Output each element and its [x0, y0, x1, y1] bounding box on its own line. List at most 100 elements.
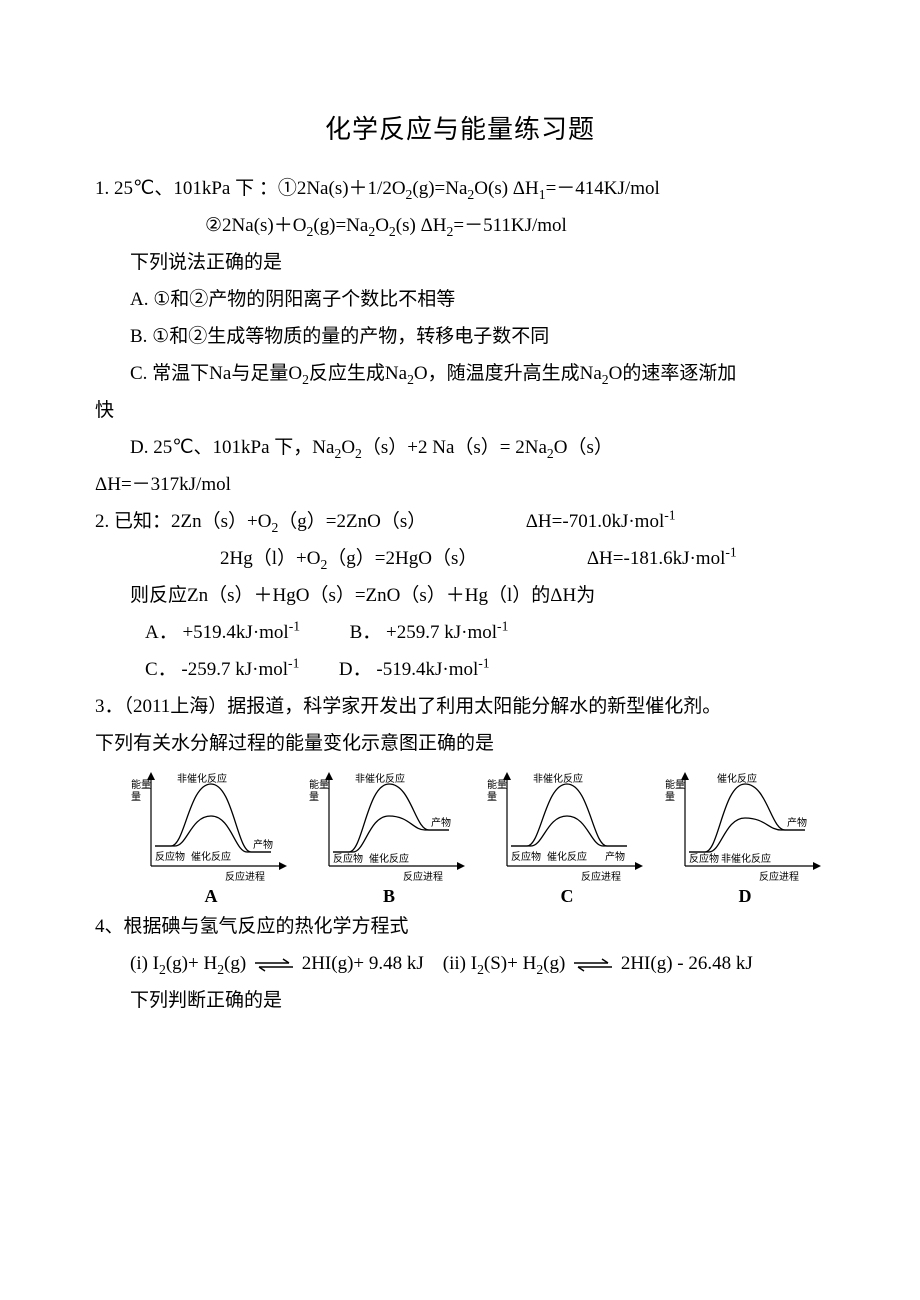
diagram-label-b: B — [383, 886, 395, 908]
t: （g）=2ZnO（s） — [278, 511, 426, 532]
sub: 2 — [355, 446, 362, 461]
q1-l2a: ②2Na(s)＋O — [205, 215, 306, 236]
sup: -1 — [288, 656, 299, 671]
t: 2Hg（l）+O — [220, 548, 320, 569]
axis-x-label: 反应进程 — [225, 870, 265, 883]
lbl-prod: 产物 — [253, 838, 273, 851]
t: 2. 已知：2Zn（s）+O — [95, 511, 271, 532]
q2-c: C． -259.7 kJ·mol — [145, 659, 288, 680]
svg-text:量: 量 — [309, 791, 319, 803]
diagram-b: 能量 量 反应进程 非催化反应 反应物 催化反应 产物 B — [303, 766, 475, 908]
q3-diagrams: 能量 量 反应进程 非催化反应 反应物 催化反应 产物 A 能量 — [125, 766, 825, 908]
svg-text:量: 量 — [131, 791, 141, 803]
q1-opt-d-tail: ΔH=－317kJ/mol — [95, 466, 825, 503]
svg-text:催化反应: 催化反应 — [547, 850, 587, 863]
q2-ask: 则反应Zn（s）＋HgO（s）=ZnO（s）＋Hg（l）的ΔH为 — [130, 577, 825, 614]
q1-stem-a: 1. 25℃、101kPa 下 ：①2Na(s)＋1/2O — [95, 178, 406, 199]
sub: 2 — [477, 962, 484, 977]
svg-text:反应物: 反应物 — [689, 852, 719, 865]
q1-l2d: (s) ΔH — [396, 215, 447, 236]
svg-text:非催化反应: 非催化反应 — [355, 772, 405, 785]
sub: 2 — [302, 372, 309, 387]
t: （s）+2 Na（s）= 2Na — [362, 437, 547, 458]
q1-line1: 1. 25℃、101kPa 下 ：①2Na(s)＋1/2O2(g)=Na2O(s… — [95, 170, 825, 207]
svg-text:产物: 产物 — [605, 850, 625, 863]
diagram-label-a: A — [205, 886, 218, 908]
t: (g)+ H — [166, 953, 217, 974]
t: (g) — [224, 953, 246, 974]
equilibrium-arrow-icon — [572, 958, 614, 972]
diagram-label-d: D — [739, 886, 752, 908]
svg-text:非催化反应: 非催化反应 — [533, 772, 583, 785]
svg-text:反应进程: 反应进程 — [581, 870, 621, 883]
t: ΔH=-181.6kJ·mol — [587, 548, 726, 569]
svg-text:能量: 能量 — [487, 778, 507, 791]
sup: -1 — [289, 619, 300, 634]
svg-text:产物: 产物 — [431, 816, 451, 829]
q2-line1: 2. 已知：2Zn（s）+O2（g）=2ZnO（s） ΔH=-701.0kJ·m… — [95, 503, 825, 540]
q2-d: D． -519.4kJ·mol — [339, 659, 478, 680]
q3-stem1: 3．（2011上海）据报道，科学家开发出了利用太阳能分解水的新型催化剂。 — [95, 688, 825, 725]
page-title: 化学反应与能量练习题 — [95, 105, 825, 156]
t: O（s） — [554, 437, 613, 458]
page: 化学反应与能量练习题 1. 25℃、101kPa 下 ：①2Na(s)＋1/2O… — [0, 0, 920, 1300]
sup: -1 — [478, 656, 489, 671]
t: ΔH=-701.0kJ·mol — [526, 511, 665, 532]
q1-l2e: =－511KJ/mol — [453, 215, 566, 236]
svg-text:反应进程: 反应进程 — [403, 870, 443, 883]
diagram-d: 能量 量 反应进程 催化反应 反应物 非催化反应 产物 D — [659, 766, 831, 908]
q2-opts-ab: A． +519.4kJ·mol-1 B． +259.7 kJ·mol-1 — [145, 614, 825, 651]
svg-text:反应物: 反应物 — [333, 852, 363, 865]
q1-prompt: 下列说法正确的是 — [130, 244, 825, 281]
q2-b: B． +259.7 kJ·mol — [350, 622, 497, 643]
diagram-label-c: C — [561, 886, 574, 908]
sup: -1 — [664, 508, 675, 523]
sub-1: 1 — [539, 186, 546, 201]
q2-line2: 2Hg（l）+O2（g）=2HgO（s） ΔH=-181.6kJ·mol-1 — [220, 540, 825, 577]
svg-text:能量: 能量 — [309, 778, 329, 791]
svg-text:量: 量 — [487, 791, 497, 803]
t: D. 25℃、101kPa 下，Na — [130, 437, 334, 458]
svg-text:催化反应: 催化反应 — [369, 852, 409, 865]
q1-opt-c-tail: 快 — [95, 392, 825, 429]
q2-a: A． +519.4kJ·mol — [145, 622, 289, 643]
q1-l2b: (g)=Na — [313, 215, 368, 236]
t: （g）=2HgO（s） — [327, 548, 477, 569]
svg-text:非催化反应: 非催化反应 — [721, 852, 771, 865]
lbl-noncat: 非催化反应 — [177, 772, 227, 785]
q1-opt-c: C. 常温下Na与足量O2反应生成Na2O，随温度升高生成Na2O的速率逐渐加 — [130, 355, 825, 392]
q1-stem-d: =－414KJ/mol — [546, 178, 660, 199]
q3-stem2: 下列有关水分解过程的能量变化示意图正确的是 — [95, 725, 825, 762]
svg-text:反应物: 反应物 — [511, 850, 541, 863]
svg-text:量: 量 — [665, 791, 675, 803]
svg-text:反应进程: 反应进程 — [759, 870, 799, 883]
q1-stem-c: O(s) ΔH — [474, 178, 538, 199]
sub: 2 — [159, 962, 166, 977]
t: 2HI(g) - 26.48 kJ — [621, 953, 753, 974]
sub: 2 — [407, 372, 414, 387]
q1-opt-d: D. 25℃、101kPa 下，Na2O2（s）+2 Na（s）= 2Na2O（… — [130, 429, 825, 466]
q4-stem: 4、根据碘与氢气反应的热化学方程式 — [95, 908, 825, 945]
t: (ii) I — [443, 953, 477, 974]
lbl-react: 反应物 — [155, 850, 185, 863]
t: (S)+ H — [484, 953, 536, 974]
sup: -1 — [497, 619, 508, 634]
q1-l2c: O — [375, 215, 389, 236]
sup: -1 — [725, 545, 736, 560]
sub: 2 — [602, 372, 609, 387]
diagram-c: 能量 量 反应进程 非催化反应 反应物 催化反应 产物 C — [481, 766, 653, 908]
t: C. 常温下Na与足量O — [130, 363, 302, 384]
t: (i) I — [130, 953, 159, 974]
q1-opt-a: A. ①和②产物的阴阳离子个数比不相等 — [130, 281, 825, 318]
q1-line2: ②2Na(s)＋O2(g)=Na2O2(s) ΔH2=－511KJ/mol — [205, 207, 825, 244]
sub: 2 — [547, 446, 554, 461]
q2-opts-cd: C． -259.7 kJ·mol-1 D． -519.4kJ·mol-1 — [145, 651, 825, 688]
equilibrium-arrow-icon — [253, 958, 295, 972]
q1-stem-b: (g)=Na — [412, 178, 467, 199]
svg-text:产物: 产物 — [787, 816, 807, 829]
t: O的速率逐渐加 — [609, 363, 737, 384]
t: 2HI(g)+ 9.48 kJ — [302, 953, 424, 974]
t: O，随温度升高生成Na — [414, 363, 602, 384]
q1-opt-b: B. ①和②生成等物质的量的产物，转移电子数不同 — [130, 318, 825, 355]
sub: 2 — [389, 224, 396, 239]
